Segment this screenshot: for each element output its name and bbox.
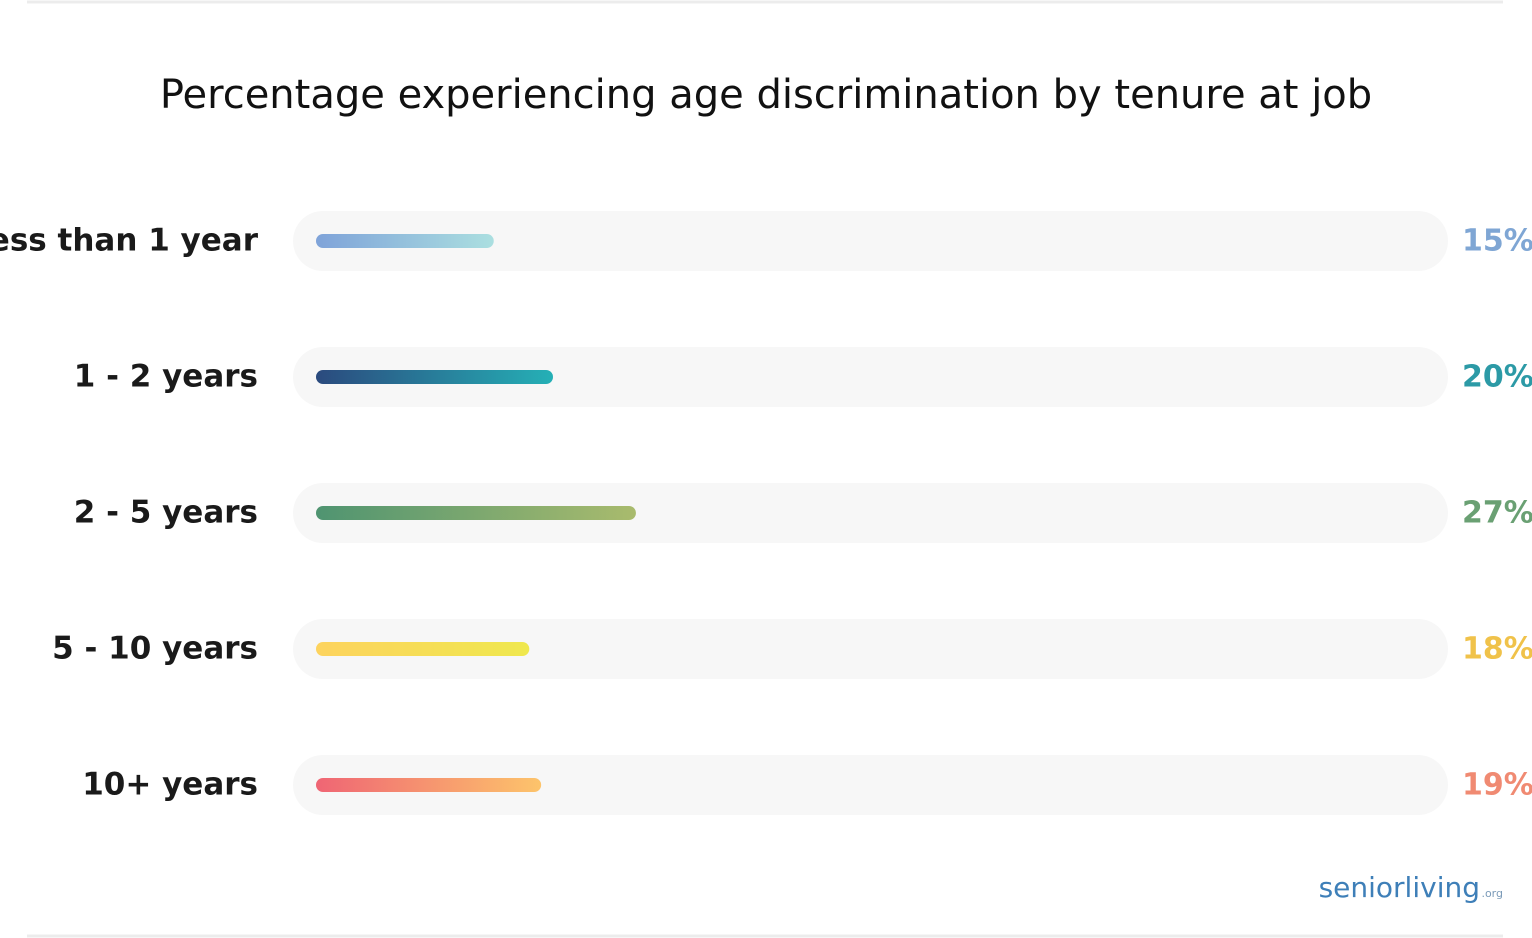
chart-title: Percentage experiencing age discriminati… bbox=[160, 72, 1372, 118]
category-label: 1 - 2 years bbox=[74, 359, 258, 395]
logo: seniorliving bbox=[1319, 871, 1480, 904]
category-label: 5 - 10 years bbox=[52, 631, 258, 667]
category-label: less than 1 year bbox=[0, 223, 259, 259]
bar-track bbox=[293, 211, 1448, 271]
bar-track bbox=[293, 483, 1448, 543]
bar-track bbox=[293, 755, 1448, 815]
bar bbox=[316, 642, 530, 656]
value-label: 18% bbox=[1462, 632, 1532, 667]
bar bbox=[316, 370, 553, 384]
bar-track bbox=[293, 347, 1448, 407]
bar-track bbox=[293, 619, 1448, 679]
bar bbox=[316, 778, 542, 792]
logo-suffix: .org bbox=[1481, 887, 1503, 900]
value-label: 20% bbox=[1462, 360, 1532, 395]
bar bbox=[316, 506, 636, 520]
category-label: 2 - 5 years bbox=[74, 495, 258, 531]
value-label: 15% bbox=[1462, 224, 1532, 259]
category-label: 10+ years bbox=[82, 767, 258, 803]
value-label: 27% bbox=[1462, 496, 1532, 531]
value-label: 19% bbox=[1462, 768, 1532, 803]
bar bbox=[316, 234, 494, 248]
